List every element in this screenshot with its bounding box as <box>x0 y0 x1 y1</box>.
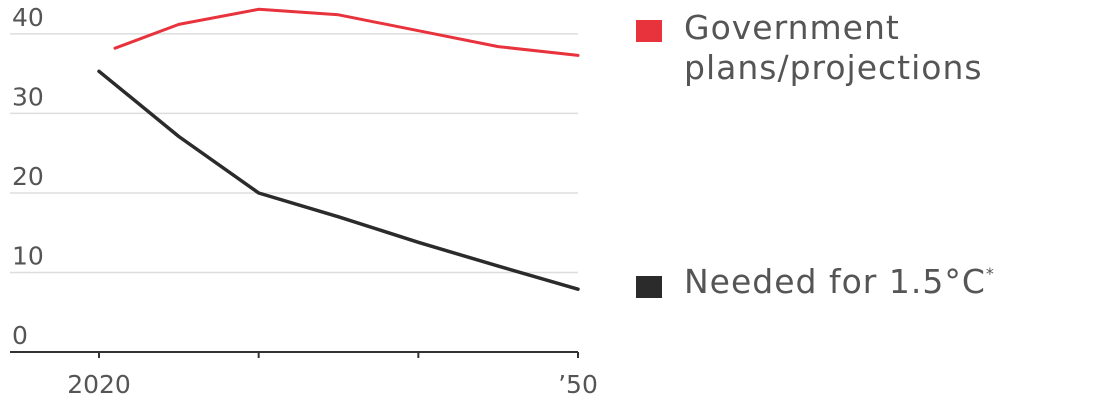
gridlines <box>10 33 578 353</box>
y-tick-label-40: 40 <box>12 3 44 32</box>
series-line-government <box>113 7 580 57</box>
x-axis: 2020 ’50 <box>67 352 598 397</box>
y-tick-label-30: 30 <box>12 82 44 111</box>
legend-item-needed: Needed for 1.5°C* <box>636 262 995 302</box>
series-line-needed <box>97 69 580 291</box>
y-tick-label-10: 10 <box>12 241 44 270</box>
y-axis-tick-labels: 0 10 20 30 40 <box>12 3 44 350</box>
legend-label-needed: Needed for 1.5°C* <box>684 262 995 302</box>
y-tick-label-20: 20 <box>12 162 44 191</box>
x-tick-label-2020: 2020 <box>67 370 131 397</box>
legend-swatch-needed <box>636 276 662 298</box>
y-tick-label-0: 0 <box>12 321 28 350</box>
legend-label-needed-text: Needed for 1.5°C <box>684 262 986 301</box>
legend-label-government-line2: plans/projections <box>684 48 983 87</box>
legend-label-needed-footnote-mark: * <box>985 264 995 283</box>
x-tick-label-2050: ’50 <box>558 370 598 397</box>
legend-label-government: Government plans/projections <box>684 8 983 88</box>
series-lines <box>97 7 580 291</box>
legend-label-government-line1: Government <box>684 8 900 47</box>
legend-swatch-government <box>636 20 662 42</box>
legend-item-government: Government plans/projections <box>636 8 983 88</box>
